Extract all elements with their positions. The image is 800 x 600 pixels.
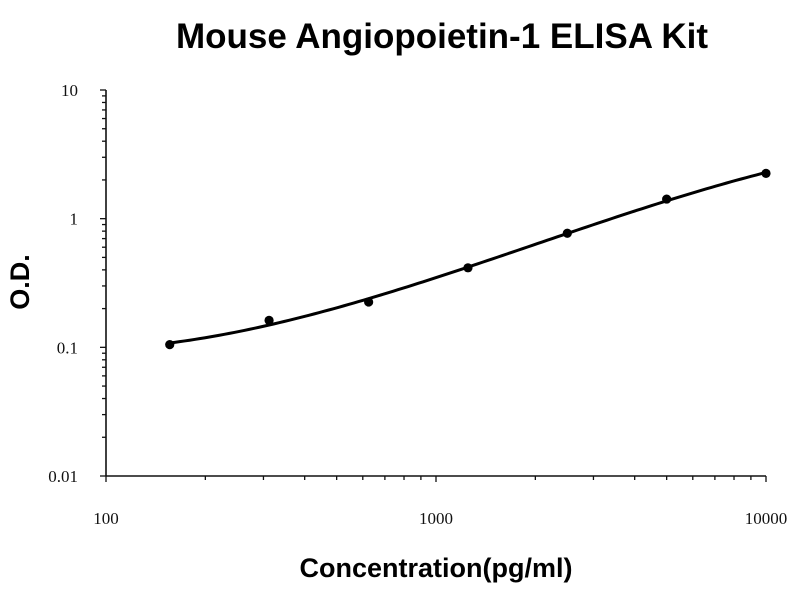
y-axis-label: O.D. xyxy=(5,254,35,310)
data-point xyxy=(662,194,672,204)
x-axis-label: Concentration(pg/ml) xyxy=(300,553,573,583)
data-point xyxy=(761,168,771,178)
tick-labels: 0.01 0.1 1 10 100 1000 10000 xyxy=(48,81,787,528)
standard-fit-curve xyxy=(168,170,768,345)
x-tick-label: 1000 xyxy=(419,509,453,528)
axes xyxy=(105,90,766,477)
data-point xyxy=(562,228,572,238)
data-point xyxy=(463,263,473,273)
y-tick-label: 0.01 xyxy=(48,467,78,486)
data-points xyxy=(165,168,771,350)
ticks xyxy=(100,89,767,482)
x-tick-label: 10000 xyxy=(745,509,788,528)
data-point xyxy=(165,340,175,350)
data-point xyxy=(264,315,274,325)
y-tick-label: 0.1 xyxy=(57,338,78,357)
data-point xyxy=(364,297,374,307)
chart-title: Mouse Angiopoietin-1 ELISA Kit xyxy=(176,17,708,56)
y-tick-label: 10 xyxy=(61,81,78,100)
x-tick-label: 100 xyxy=(93,509,119,528)
y-tick-label: 1 xyxy=(70,210,79,229)
